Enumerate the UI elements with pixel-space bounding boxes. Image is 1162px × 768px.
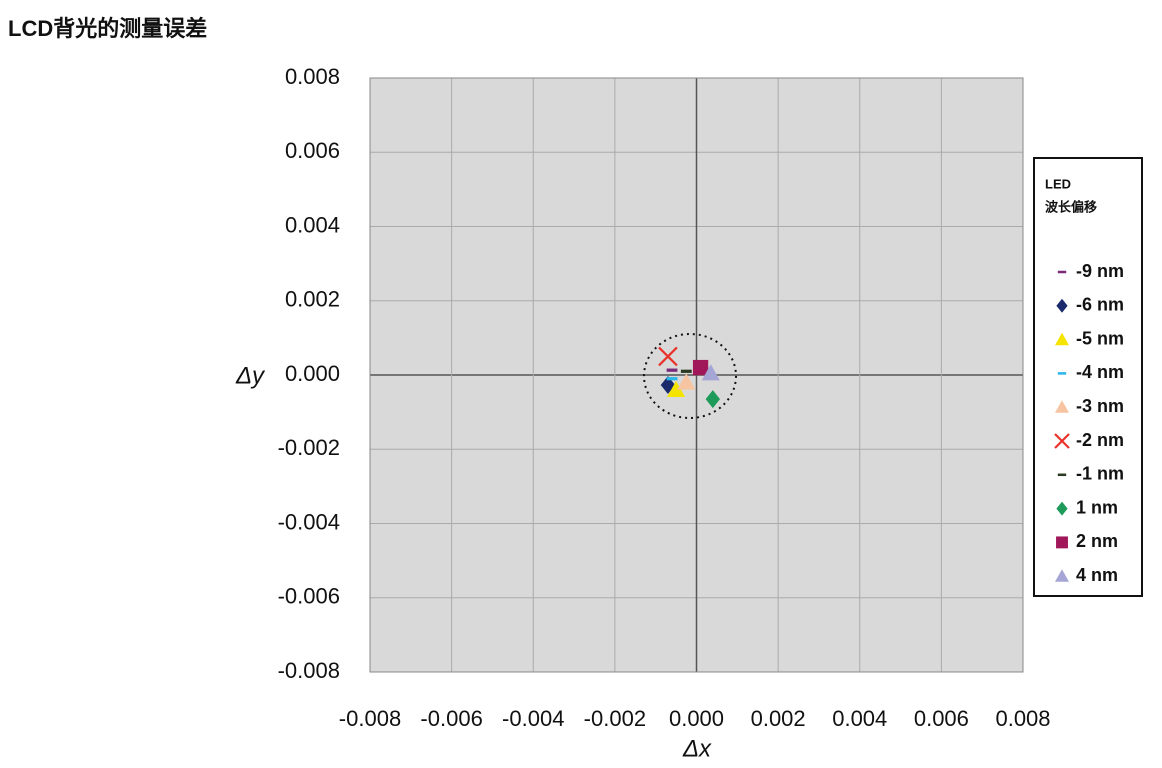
marker [677, 373, 696, 390]
legend-label: -5 nm [1076, 328, 1124, 348]
y-tick-label: -0.006 [278, 584, 340, 609]
marker [1056, 536, 1068, 549]
y-axis-label: Δy [235, 362, 266, 389]
marker [1057, 270, 1067, 274]
legend-label: -3 nm [1076, 396, 1124, 416]
y-tick-label: 0.006 [285, 138, 340, 163]
legend-label: 2 nm [1076, 531, 1118, 551]
marker [705, 390, 721, 409]
marker [1057, 473, 1067, 477]
y-tick-label: 0.004 [285, 212, 340, 237]
marker [666, 368, 678, 372]
marker [1056, 298, 1068, 313]
marker [701, 364, 720, 381]
legend-label: 4 nm [1076, 565, 1118, 585]
x-tick-label: 0.000 [669, 706, 724, 731]
marker [667, 380, 686, 398]
marker [1057, 372, 1067, 375]
x-tick-label: -0.002 [584, 706, 646, 731]
marker [680, 369, 692, 373]
x-tick-label: -0.006 [420, 706, 482, 731]
marker [1055, 400, 1069, 413]
x-tick-label: 0.002 [751, 706, 806, 731]
marker [1055, 569, 1069, 582]
marker [1055, 332, 1069, 346]
legend-label: 1 nm [1076, 497, 1118, 517]
legend-label: -1 nm [1076, 464, 1124, 484]
marker [1054, 433, 1070, 449]
legend: -9 nm -6 nm -5 nm -4 nm -3 nm -2 nm -1 nm 1 nm 2… [1054, 261, 1124, 585]
legend-title: 波长偏移 [1045, 199, 1097, 214]
y-tick-label: 0.008 [285, 64, 340, 89]
legend-label: -6 nm [1076, 295, 1124, 315]
marker [666, 377, 678, 381]
legend-box [1033, 157, 1143, 597]
x-axis-label: Δx [682, 735, 712, 762]
legend-label: -4 nm [1076, 362, 1124, 382]
highlight-ellipse [643, 333, 737, 419]
y-tick-label: 0.000 [285, 361, 340, 386]
chart-title: LCD背光的测量误差 [8, 16, 207, 41]
legend-title: LED [1045, 176, 1071, 191]
marker [1056, 501, 1068, 516]
x-tick-label: -0.008 [339, 706, 401, 731]
x-tick-label: 0.008 [995, 706, 1050, 731]
y-tick-label: -0.008 [278, 658, 340, 683]
x-tick-label: -0.004 [502, 706, 564, 731]
x-tick-label: 0.006 [914, 706, 969, 731]
points [658, 346, 721, 409]
marker [658, 346, 678, 367]
marker [692, 359, 709, 376]
y-tick-label: -0.004 [278, 509, 340, 534]
x-tick-label: 0.004 [832, 706, 887, 731]
y-tick-label: 0.002 [285, 287, 340, 312]
plot-border [369, 77, 1024, 673]
legend-label: -9 nm [1076, 261, 1124, 281]
legend-label: -2 nm [1076, 430, 1124, 450]
y-tick-label: -0.002 [278, 435, 340, 460]
